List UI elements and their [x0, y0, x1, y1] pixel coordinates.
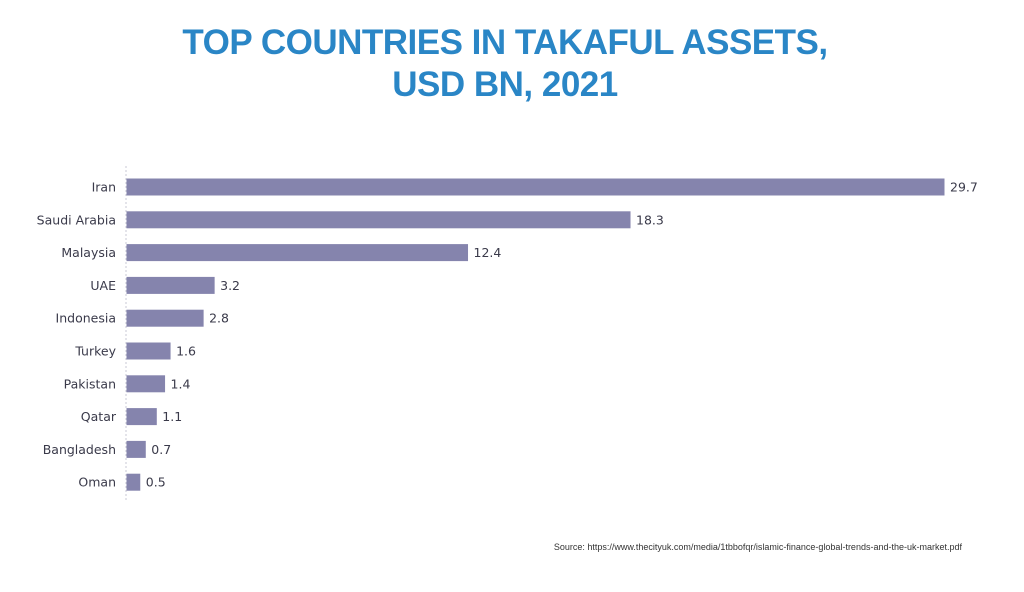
bar-indonesia: [126, 309, 204, 327]
bar-oman: [126, 473, 141, 491]
source-note: Source: https://www.thecityuk.com/media/…: [553, 542, 962, 552]
category-label-bangladesh: Bangladesh: [43, 442, 116, 457]
value-labels-layer: 29.7 18.3 12.4 3.2 2.8 1.6 1.4 1.1 0.7 0.5: [146, 180, 978, 490]
category-label-oman: Oman: [78, 475, 116, 490]
bar-iran: [126, 178, 945, 196]
bar-uae: [126, 276, 215, 294]
value-label-saudi-arabia: 18.3: [636, 212, 664, 227]
bar-bangladesh: [126, 440, 146, 458]
chart-title-line-2: USD BN, 2021: [392, 65, 618, 104]
chart-title: TOP COUNTRIES IN TAKAFUL ASSETS, USD BN,…: [0, 22, 1010, 106]
value-label-pakistan: 1.4: [171, 376, 191, 391]
value-label-malaysia: 12.4: [474, 245, 502, 260]
bar-malaysia: [126, 244, 469, 262]
value-label-qatar: 1.1: [162, 409, 182, 424]
category-label-pakistan: Pakistan: [64, 376, 116, 391]
bar-turkey: [126, 342, 171, 360]
category-label-uae: UAE: [90, 278, 116, 293]
category-label-turkey: Turkey: [74, 344, 116, 359]
category-label-iran: Iran: [92, 180, 116, 195]
bar-pakistan: [126, 375, 166, 393]
value-label-iran: 29.7: [950, 180, 978, 195]
category-label-qatar: Qatar: [81, 409, 117, 424]
bar-qatar: [126, 408, 157, 426]
category-label-indonesia: Indonesia: [56, 311, 116, 326]
bars-layer: [126, 178, 945, 491]
chart-title-line-1: TOP COUNTRIES IN TAKAFUL ASSETS,: [182, 23, 828, 62]
category-labels-layer: Iran Saudi Arabia Malaysia UAE Indonesia Turk…: [37, 180, 117, 490]
value-label-indonesia: 2.8: [209, 311, 229, 326]
category-label-malaysia: Malaysia: [61, 245, 116, 260]
value-label-bangladesh: 0.7: [151, 442, 171, 457]
value-label-uae: 3.2: [220, 278, 240, 293]
bar-saudi-arabia: [126, 211, 631, 229]
value-label-oman: 0.5: [146, 475, 166, 490]
value-label-turkey: 1.6: [176, 344, 196, 359]
category-label-saudi-arabia: Saudi Arabia: [37, 212, 116, 227]
